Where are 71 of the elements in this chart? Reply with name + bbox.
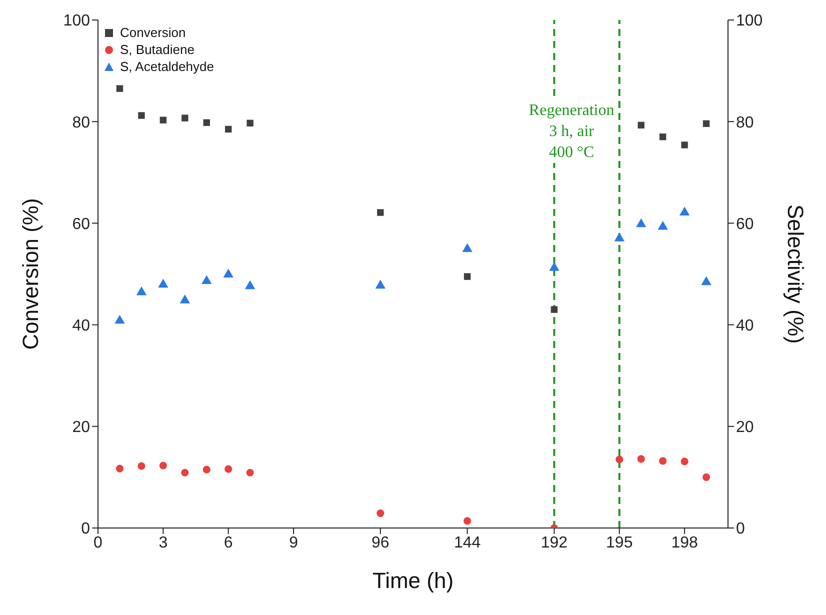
point <box>246 120 254 126</box>
point <box>224 126 232 133</box>
x-axis-title: Time (h) <box>372 568 454 593</box>
x-tick-label: 96 <box>372 534 390 552</box>
point <box>116 85 124 92</box>
point <box>702 120 710 127</box>
point <box>180 294 190 304</box>
y-tick-label: 100 <box>63 12 90 30</box>
point <box>377 209 384 216</box>
point <box>549 262 560 271</box>
y-tick-label: 0 <box>81 520 90 538</box>
point <box>658 220 668 230</box>
point <box>136 286 147 296</box>
x-tick-label: 192 <box>540 534 568 552</box>
legend-label: S, Butadiene <box>120 41 194 58</box>
point <box>158 278 168 288</box>
point <box>244 280 256 290</box>
x-tick-label: 9 <box>289 534 298 552</box>
point <box>202 275 212 284</box>
point <box>116 464 124 472</box>
x-tick-label: 144 <box>454 534 481 552</box>
x-tick-label: 195 <box>606 534 633 552</box>
point <box>182 114 188 122</box>
y2-tick-label: 80 <box>736 114 754 132</box>
point <box>638 122 644 129</box>
point <box>375 280 386 289</box>
point <box>246 468 254 476</box>
y-axis-title: Conversion (%) <box>18 198 43 350</box>
point <box>138 112 145 119</box>
point <box>138 462 146 470</box>
point <box>159 462 167 470</box>
point <box>637 455 645 463</box>
y-tick-label: 60 <box>72 216 90 233</box>
point <box>681 142 688 148</box>
point <box>202 466 210 474</box>
point <box>224 465 232 473</box>
point <box>679 206 690 216</box>
point <box>376 509 384 518</box>
y2-axis-title: Selectivity (%) <box>783 204 808 344</box>
x-tick-label: 198 <box>671 534 698 552</box>
y-tick-label: 40 <box>72 317 90 334</box>
y-tick-label: 80 <box>72 114 90 132</box>
point <box>223 268 234 278</box>
point <box>181 468 189 476</box>
y2-tick-label: 0 <box>736 520 745 538</box>
y2-tick-label: 60 <box>736 216 754 233</box>
point <box>160 116 167 124</box>
y-tick-label: 20 <box>72 419 90 436</box>
point <box>114 314 125 324</box>
point <box>464 273 471 280</box>
x-tick-label: 3 <box>158 534 168 552</box>
point <box>659 133 666 140</box>
point <box>702 473 710 481</box>
annotation: Regeneration 3 h, air 400 °C <box>528 100 614 163</box>
point <box>616 456 624 464</box>
legend-label: S, Acetaldehyde <box>120 58 214 75</box>
x-tick-label: 6 <box>224 534 233 552</box>
y2-tick-label: 20 <box>736 419 754 436</box>
point <box>614 232 624 242</box>
point <box>464 517 472 525</box>
legend-label: Conversion <box>120 24 186 41</box>
point <box>636 218 646 228</box>
point <box>659 457 667 465</box>
point <box>203 119 210 126</box>
point <box>462 243 472 252</box>
y2-tick-label: 100 <box>736 12 763 30</box>
y2-tick-label: 40 <box>736 317 754 334</box>
point <box>550 306 558 313</box>
x-tick-label: 0 <box>94 534 103 552</box>
point <box>680 458 688 466</box>
point <box>701 276 712 286</box>
